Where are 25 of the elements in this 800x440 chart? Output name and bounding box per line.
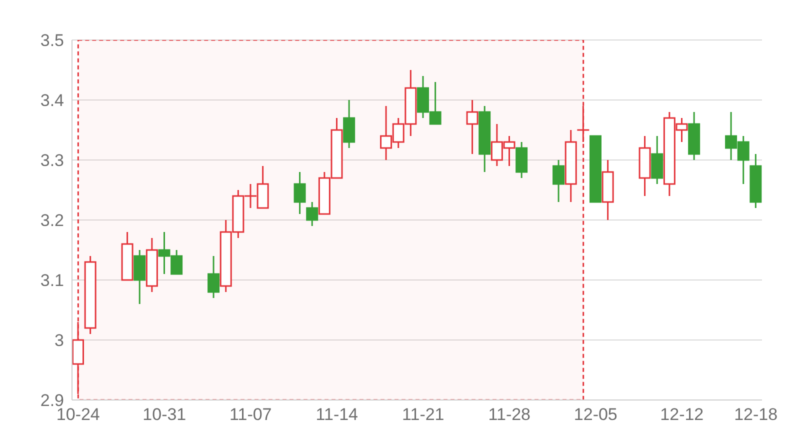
- y-tick-label: 3: [54, 331, 64, 350]
- x-tick-label: 10-31: [142, 405, 186, 424]
- candlestick: [72, 321, 84, 395]
- candlestick: [478, 105, 491, 173]
- y-tick-label: 3.4: [40, 91, 64, 110]
- candlestick: [294, 171, 306, 215]
- y-tick-label: 3.2: [40, 211, 64, 230]
- x-tick-label: 10-24: [56, 405, 100, 424]
- y-tick-label: 3.1: [40, 271, 64, 290]
- candlestick: [638, 135, 651, 197]
- x-tick-label: 12-12: [660, 405, 704, 424]
- candlestick: [134, 249, 146, 305]
- x-tick-label: 12-05: [574, 405, 618, 424]
- candlestick: [466, 99, 478, 155]
- y-tick-label: 3.3: [40, 151, 64, 170]
- candlestick: [576, 105, 590, 143]
- candlestick: [602, 159, 614, 221]
- y-tick-label: 3.5: [40, 31, 64, 50]
- candlestick: [564, 129, 577, 203]
- x-tick-label: 11-21: [402, 405, 444, 424]
- x-tick-label: 11-28: [488, 405, 531, 424]
- x-tick-label: 12-18: [734, 405, 778, 424]
- x-tick-label: 11-14: [316, 405, 358, 424]
- candlestick: [552, 159, 565, 203]
- x-tick-label: 11-07: [230, 405, 272, 424]
